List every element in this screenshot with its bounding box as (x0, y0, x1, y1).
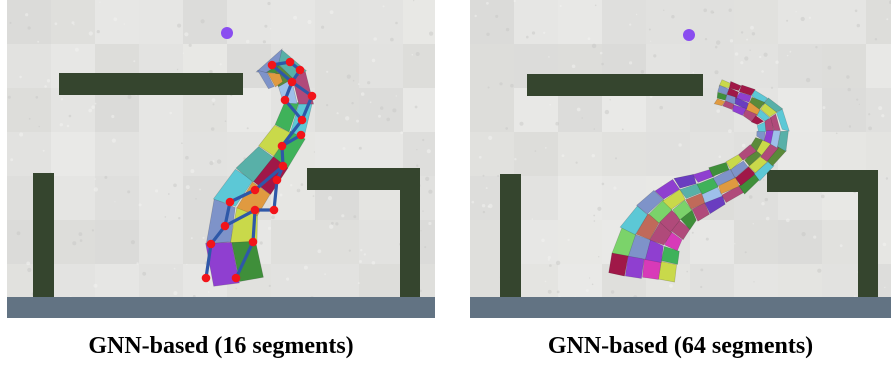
body-segment (718, 176, 740, 195)
body-segment (679, 183, 702, 199)
body-segment (673, 174, 697, 189)
body-segment (680, 209, 697, 231)
body-segment (672, 199, 693, 221)
body-segment (256, 69, 275, 90)
body-segment (776, 108, 790, 132)
body-segment (648, 199, 673, 224)
skeleton-node (250, 205, 260, 215)
body-segment (718, 79, 731, 89)
body-segment (212, 168, 254, 207)
skeleton-node (267, 60, 277, 70)
obstacle-top-shelf (59, 73, 243, 95)
body-segment (730, 160, 749, 179)
skeleton-edge (223, 208, 257, 228)
body-segment (708, 162, 730, 177)
soft-robot-scene-64 (470, 0, 891, 318)
skeleton-edge (300, 94, 314, 122)
skeleton-node (248, 237, 258, 247)
body-segment (756, 130, 766, 142)
obstacle-right-ledge (307, 168, 420, 190)
ground-floor (470, 297, 891, 318)
wall-texture (470, 0, 891, 318)
body-segment (735, 166, 756, 187)
body-segment (725, 154, 744, 171)
body-segment (636, 189, 664, 215)
body-segment (738, 144, 757, 161)
skeleton-node (250, 185, 260, 195)
body-segment (229, 207, 258, 243)
body-segment (753, 161, 775, 182)
skeleton-edge (283, 98, 304, 122)
skeleton-edge (270, 63, 294, 84)
body-segment (716, 91, 728, 101)
body-segment (696, 177, 719, 195)
skeleton-node (296, 130, 306, 140)
body-segment (722, 100, 735, 110)
skeleton-node (295, 65, 305, 75)
body-segment (738, 84, 756, 96)
skeleton-node (280, 95, 290, 105)
skeleton-edge (234, 240, 255, 280)
skeleton-node (278, 161, 288, 171)
caption-16-segments: GNN-based (16 segments) (88, 333, 354, 359)
obstacle-top-shelf (527, 74, 703, 96)
skeleton-edge (280, 118, 304, 148)
body-segment (691, 202, 710, 222)
skeleton-node (297, 115, 307, 125)
obstacle-left-pillar (500, 174, 521, 297)
skeleton-node (231, 273, 241, 283)
body-segment (635, 213, 660, 240)
simulation-panel-64-segments (470, 0, 891, 318)
simulation-panel-16-segments (7, 0, 435, 318)
skeleton-edge (253, 164, 285, 192)
skeleton-node (272, 175, 282, 185)
skeleton-graph (201, 57, 317, 283)
skeleton-node (307, 91, 317, 101)
body-segment (732, 104, 747, 116)
body-segment (235, 146, 274, 183)
skeleton-node (220, 221, 230, 231)
body-segment (760, 102, 778, 118)
body-segment (750, 137, 764, 152)
body-segment (777, 130, 789, 152)
target-marker (221, 27, 233, 39)
skeleton-node (277, 141, 287, 151)
body-segment (267, 72, 284, 88)
skeleton-edge (272, 178, 279, 212)
body-segment (654, 178, 681, 200)
body-segment (662, 188, 686, 210)
skeleton-edge (228, 188, 257, 204)
body-segment (661, 246, 680, 265)
skeleton-edge (204, 242, 213, 280)
body-segment (608, 252, 629, 277)
obstacle-left-pillar (33, 173, 54, 297)
caption-64-segments: GNN-based (64 segments) (547, 333, 814, 359)
soft-robot-scene-16 (7, 0, 435, 318)
obstacle-right-ledge (767, 170, 878, 192)
skeleton-node (285, 57, 295, 67)
body-segment (255, 48, 283, 74)
body-segment (205, 241, 240, 287)
ground-floor (7, 297, 435, 318)
skeleton-node (201, 273, 211, 283)
soft-body-64-segments (608, 79, 790, 283)
skeleton-node (287, 77, 297, 87)
body-segment (658, 261, 677, 283)
skeleton-node (225, 197, 235, 207)
body-segment (713, 98, 726, 107)
body-segment (717, 84, 730, 96)
skeleton-node (206, 239, 216, 249)
skeleton-edge (251, 208, 257, 244)
obstacle-right-post (858, 170, 878, 297)
skeleton-node (269, 205, 279, 215)
body-segment (742, 109, 758, 123)
body-segment (769, 113, 781, 131)
obstacle-right-post (400, 168, 420, 297)
body-segment (756, 121, 767, 133)
target-marker (683, 29, 695, 41)
body-segment (236, 181, 271, 217)
body-segment (751, 89, 768, 105)
